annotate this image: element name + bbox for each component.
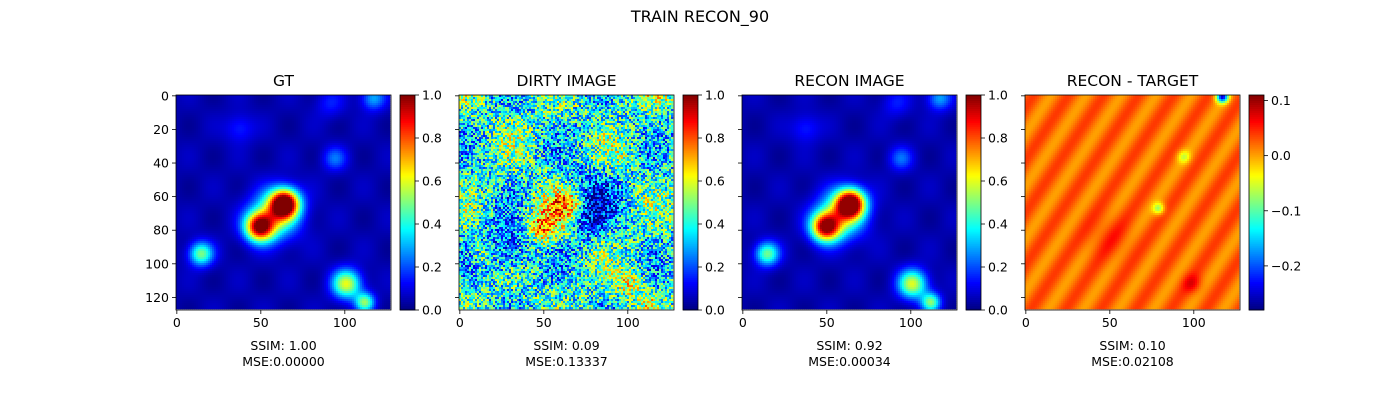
mse-label: MSE:0.00000 bbox=[242, 354, 325, 369]
axes-frame bbox=[458, 94, 675, 311]
colorbar-frame bbox=[1248, 94, 1265, 311]
ssim-label: SSIM: 0.92 bbox=[816, 338, 882, 353]
colorbar-tick-label: 0.0 bbox=[988, 303, 1008, 318]
colorbar-tick-label: 0.6 bbox=[988, 174, 1008, 189]
colorbar-frame bbox=[399, 94, 416, 311]
ssim-label: SSIM: 0.10 bbox=[1099, 338, 1165, 353]
x-tick-label: 0 bbox=[456, 315, 464, 330]
colorbar-tick-label: 0.4 bbox=[705, 217, 725, 232]
y-tick-label: 40 bbox=[153, 156, 169, 171]
x-tick-label: 50 bbox=[536, 315, 552, 330]
panel-title: DIRTY IMAGE bbox=[516, 72, 616, 90]
x-tick-label: 100 bbox=[899, 315, 923, 330]
colorbar-tick-label: 0.0 bbox=[1271, 148, 1291, 163]
colorbar-tick-label: 0.0 bbox=[705, 303, 725, 318]
ssim-label: SSIM: 1.00 bbox=[250, 338, 316, 353]
colorbar-tick-label: −0.1 bbox=[1271, 203, 1301, 218]
axes-frame bbox=[741, 94, 958, 311]
y-tick-label: 120 bbox=[145, 290, 169, 305]
panel-title: GT bbox=[273, 72, 294, 90]
colorbar-tick-label: 1.0 bbox=[988, 88, 1008, 103]
colorbar-tick-label: 1.0 bbox=[705, 88, 725, 103]
x-tick-label: 50 bbox=[819, 315, 835, 330]
mse-label: MSE:0.13337 bbox=[525, 354, 608, 369]
y-tick-label: 100 bbox=[145, 256, 169, 271]
mse-label: MSE:0.02108 bbox=[1091, 354, 1174, 369]
x-tick-label: 0 bbox=[173, 315, 181, 330]
heatmap-image bbox=[742, 95, 957, 310]
colorbar-frame bbox=[965, 94, 982, 311]
ssim-label: SSIM: 0.09 bbox=[533, 338, 599, 353]
axes-frame bbox=[1024, 94, 1241, 311]
colorbar-tick-label: 0.8 bbox=[988, 131, 1008, 146]
colorbar-tick-label: 0.1 bbox=[1271, 93, 1291, 108]
x-tick-label: 0 bbox=[1022, 315, 1030, 330]
colorbar-tick-label: 0.4 bbox=[422, 217, 442, 232]
y-tick-label: 80 bbox=[153, 223, 169, 238]
heatmap-image bbox=[1025, 95, 1240, 310]
colorbar-tick-label: 1.0 bbox=[422, 88, 442, 103]
colorbar-tick-label: 0.6 bbox=[422, 174, 442, 189]
x-tick-label: 100 bbox=[616, 315, 640, 330]
colorbar: 0.0 0.2 0.4 0.6 0.8 1.0 bbox=[965, 88, 1008, 318]
x-tick-label: 50 bbox=[253, 315, 269, 330]
colorbar: 0.0 0.2 0.4 0.6 0.8 1.0 bbox=[682, 88, 725, 318]
x-tick-label: 100 bbox=[1182, 315, 1206, 330]
colorbar-tick-label: 0.8 bbox=[705, 131, 725, 146]
colorbar-tick-label: 0.2 bbox=[422, 260, 442, 275]
colorbar: 0.0 0.2 0.4 0.6 0.8 1.0 bbox=[399, 88, 442, 318]
x-tick-label: 50 bbox=[1102, 315, 1118, 330]
colorbar-tick-label: 0.0 bbox=[422, 303, 442, 318]
colorbar-tick-label: 0.6 bbox=[705, 174, 725, 189]
colorbar-frame bbox=[682, 94, 699, 311]
x-tick-label: 0 bbox=[739, 315, 747, 330]
panel-title: RECON - TARGET bbox=[1067, 72, 1199, 90]
x-tick-label: 100 bbox=[333, 315, 357, 330]
colorbar-tick-label: −0.2 bbox=[1271, 258, 1301, 273]
y-tick-label: 60 bbox=[153, 189, 169, 204]
colorbar-tick-label: 0.2 bbox=[988, 260, 1008, 275]
colorbar: −0.2 −0.1 0.0 0.1 bbox=[1248, 93, 1301, 311]
colorbar-tick-label: 0.4 bbox=[988, 217, 1008, 232]
panel-4: RECON - TARGET 0 50 100 SSIM: 0.10MSE:0.0210… bbox=[1021, 72, 1301, 369]
figure-suptitle: TRAIN RECON_90 bbox=[630, 7, 769, 27]
panel-1: GT 0 50 100 0 20 40 60 80 100 120 SSIM: 1.00MSE:0.0… bbox=[145, 72, 442, 369]
mse-label: MSE:0.00034 bbox=[808, 354, 891, 369]
panel-title: RECON IMAGE bbox=[794, 72, 904, 90]
axes-frame bbox=[175, 94, 392, 311]
colorbar-tick-label: 0.8 bbox=[422, 131, 442, 146]
heatmap-image bbox=[176, 95, 391, 310]
colorbar-tick-label: 0.2 bbox=[705, 260, 725, 275]
y-tick-label: 20 bbox=[153, 122, 169, 137]
heatmap-image bbox=[459, 95, 674, 310]
y-tick-label: 0 bbox=[161, 88, 169, 103]
